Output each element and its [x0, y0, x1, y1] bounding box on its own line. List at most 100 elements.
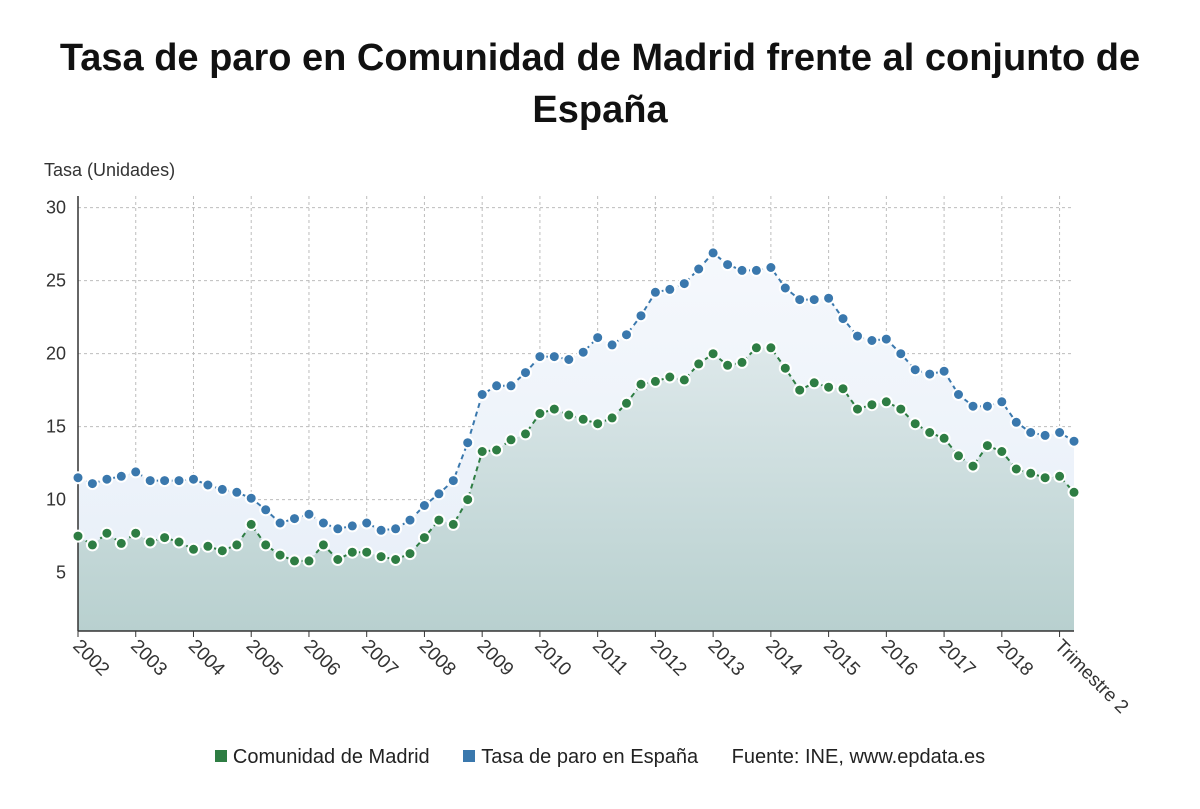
data-point-madrid	[634, 377, 648, 391]
area-madrid	[78, 347, 1074, 631]
data-point-madrid	[778, 361, 792, 375]
data-point-madrid	[1053, 469, 1067, 483]
data-point-spain	[475, 388, 489, 401]
data-point-spain	[879, 332, 893, 346]
data-point-spain	[923, 367, 937, 381]
data-point-spain	[446, 474, 460, 488]
x-tick-label: Trimestre 2	[1050, 636, 1132, 718]
legend-item-spain[interactable]: Tasa de paro en España	[463, 746, 698, 769]
y-tick-label: 5	[56, 563, 66, 583]
data-point-spain	[865, 334, 879, 347]
data-point-madrid	[923, 426, 937, 439]
x-tick-label: 2015	[819, 636, 864, 681]
line-layer	[77, 251, 1075, 562]
data-point-madrid	[908, 417, 922, 431]
data-point-madrid	[706, 347, 720, 361]
data-point-madrid	[533, 407, 547, 420]
legend-label-madrid: Comunidad de Madrid	[232, 746, 430, 769]
y-axis-label: Tasa (Unidades)	[44, 160, 175, 180]
data-point-madrid	[244, 517, 258, 531]
legend-swatch-madrid	[214, 749, 227, 762]
data-point-spain	[215, 482, 229, 496]
data-point-madrid	[1038, 471, 1052, 485]
data-point-madrid	[71, 529, 85, 543]
x-tick-label: 2017	[935, 636, 980, 681]
x-tick-label: 2009	[473, 636, 518, 681]
data-point-spain	[71, 471, 85, 485]
legend-label-spain: Tasa de paro en España	[481, 746, 699, 769]
series-line-spain	[77, 251, 1075, 532]
chart-title-line2: España	[532, 89, 668, 131]
data-point-madrid	[591, 417, 605, 431]
data-point-spain	[937, 364, 951, 378]
data-point-madrid	[735, 355, 749, 369]
data-point-madrid	[894, 402, 908, 416]
data-point-madrid	[879, 395, 893, 409]
legend-item-madrid[interactable]: Comunidad de Madrid	[214, 746, 430, 769]
data-point-spain	[620, 328, 633, 342]
data-point-madrid	[446, 517, 460, 531]
area-layer	[78, 252, 1074, 631]
line-chart: 5 10 15 20 25 30 2002 2003 2004 2005 2006 2007 2008 2…	[44, 160, 1132, 718]
data-point-spain	[316, 516, 330, 530]
data-point-madrid	[288, 554, 301, 568]
chart-title: Tasa de paro en Comunidad de Madrid fren…	[0, 32, 1200, 136]
data-point-spain	[374, 523, 388, 537]
x-tick-label: 2013	[704, 636, 749, 681]
data-point-spain	[836, 312, 850, 326]
data-point-madrid	[114, 536, 128, 550]
data-point-spain	[894, 347, 908, 361]
data-point-spain	[764, 261, 778, 274]
x-tick-label: 2010	[530, 636, 575, 681]
axis-layer	[77, 196, 1074, 637]
data-point-madrid	[201, 539, 215, 553]
data-point-spain	[331, 522, 345, 536]
x-tick-label: 2016	[877, 636, 922, 681]
data-point-madrid	[648, 374, 662, 388]
data-point-madrid	[605, 411, 619, 425]
data-point-spain	[735, 263, 749, 277]
data-point-spain	[648, 285, 662, 299]
x-tick-label: 2014	[761, 636, 806, 681]
data-point-madrid	[793, 383, 807, 397]
y-tick-label: 30	[46, 198, 66, 218]
x-tick-label: 2005	[242, 636, 287, 681]
data-point-spain	[980, 399, 994, 413]
data-point-madrid	[273, 548, 287, 562]
data-point-spain	[576, 345, 590, 359]
data-point-madrid	[230, 538, 244, 552]
data-point-madrid	[100, 526, 114, 540]
data-point-madrid	[807, 376, 821, 390]
data-point-spain	[591, 331, 605, 345]
data-point-spain	[230, 485, 244, 499]
point-layer	[71, 246, 1081, 568]
data-point-madrid	[432, 513, 446, 527]
data-point-spain	[158, 474, 172, 488]
data-point-spain	[706, 246, 720, 260]
data-point-madrid	[374, 550, 388, 564]
data-point-spain	[172, 474, 186, 488]
data-point-spain	[749, 263, 763, 277]
data-point-spain	[966, 399, 980, 413]
data-point-madrid	[966, 459, 980, 473]
data-point-madrid	[85, 538, 99, 552]
data-point-madrid	[851, 402, 864, 416]
data-point-madrid	[345, 545, 359, 559]
data-point-madrid	[952, 449, 965, 463]
data-point-madrid	[215, 544, 229, 558]
x-tick-label: 2004	[184, 636, 229, 681]
data-point-spain	[1053, 426, 1067, 439]
data-point-spain	[259, 503, 273, 517]
data-point-madrid	[259, 538, 273, 552]
data-point-madrid	[749, 341, 763, 355]
data-point-spain	[389, 522, 403, 536]
data-point-madrid	[302, 554, 316, 568]
data-point-madrid	[836, 382, 850, 396]
x-tick-label: 2002	[68, 636, 113, 681]
data-point-spain	[432, 487, 446, 501]
data-point-spain	[822, 291, 836, 305]
data-point-madrid	[403, 547, 417, 561]
data-point-madrid	[692, 357, 706, 371]
data-point-spain	[302, 507, 316, 521]
data-point-madrid	[937, 431, 951, 445]
